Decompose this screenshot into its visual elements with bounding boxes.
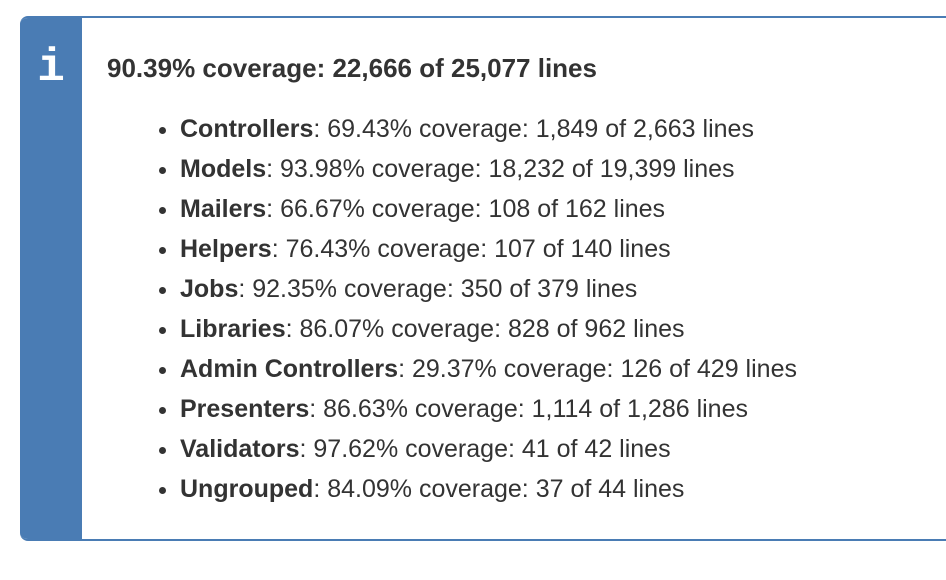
coverage-group-item: Ungrouped: 84.09% coverage: 37 of 44 lin… [180,469,936,509]
group-name: Libraries [180,315,286,344]
group-name: Helpers [180,235,272,264]
coverage-group-item: Jobs: 92.35% coverage: 350 of 379 lines [180,269,936,309]
coverage-group-item: Mailers: 66.67% coverage: 108 of 162 lin… [180,189,936,229]
group-stats: : 69.43% coverage: 1,849 of 2,663 lines [313,115,754,144]
group-stats: : 29.37% coverage: 126 of 429 lines [398,355,797,384]
group-stats: : 84.09% coverage: 37 of 44 lines [313,475,685,504]
coverage-group-list: Controllers: 69.43% coverage: 1,849 of 2… [107,109,936,509]
coverage-total-heading: 90.39% coverage: 22,666 of 25,077 lines [107,53,597,83]
group-name: Controllers [180,115,314,144]
coverage-group-item: Controllers: 69.43% coverage: 1,849 of 2… [180,109,936,149]
coverage-group-item: Admin Controllers: 29.37% coverage: 126 … [180,349,936,389]
info-icon: i [37,42,65,94]
coverage-summary-content: 90.39% coverage: 22,666 of 25,077 lines … [82,18,946,539]
group-stats: : 97.62% coverage: 41 of 42 lines [299,435,671,464]
info-icon-bar: i [20,18,82,539]
group-name: Validators [180,435,300,464]
coverage-info-callout: i 90.39% coverage: 22,666 of 25,077 line… [20,16,946,541]
group-stats: : 76.43% coverage: 107 of 140 lines [271,235,671,264]
coverage-group-item: Presenters: 86.63% coverage: 1,114 of 1,… [180,389,936,429]
coverage-group-item: Helpers: 76.43% coverage: 107 of 140 lin… [180,229,936,269]
group-stats: : 86.07% coverage: 828 of 962 lines [285,315,685,344]
coverage-group-item: Validators: 97.62% coverage: 41 of 42 li… [180,429,936,469]
coverage-group-item: Libraries: 86.07% coverage: 828 of 962 l… [180,309,936,349]
group-stats: : 86.63% coverage: 1,114 of 1,286 lines [309,395,748,424]
group-name: Mailers [180,195,267,224]
group-stats: : 93.98% coverage: 18,232 of 19,399 line… [266,155,735,184]
group-stats: : 66.67% coverage: 108 of 162 lines [266,195,666,224]
group-name: Ungrouped [180,475,314,504]
group-name: Models [180,155,267,184]
coverage-group-item: Models: 93.98% coverage: 18,232 of 19,39… [180,149,936,189]
group-name: Presenters [180,395,310,424]
group-stats: : 92.35% coverage: 350 of 379 lines [238,275,638,304]
group-name: Admin Controllers [180,355,399,384]
group-name: Jobs [180,275,239,304]
